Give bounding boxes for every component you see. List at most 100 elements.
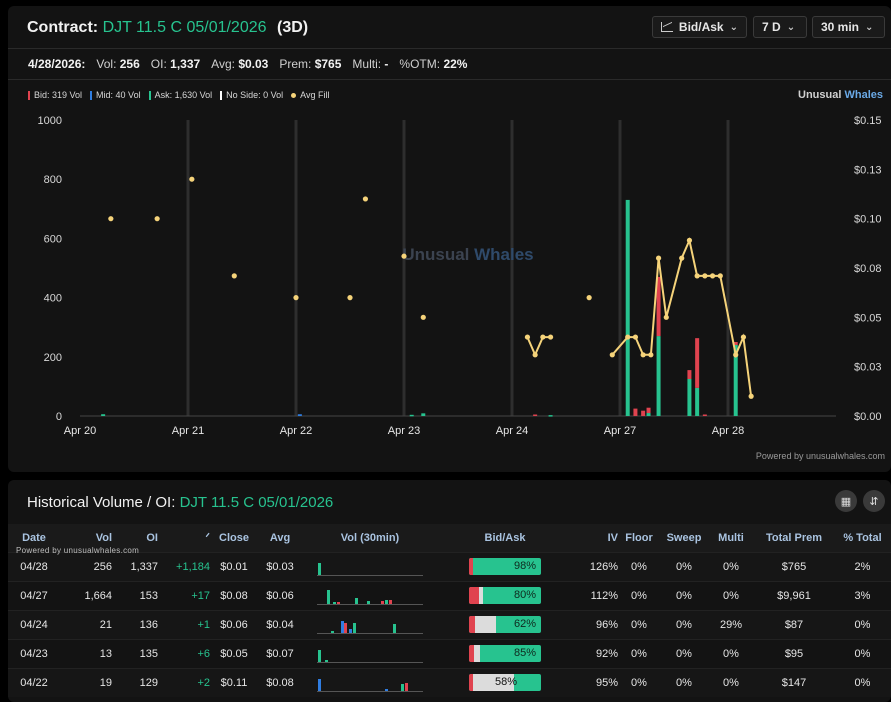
columns-icon[interactable]: ▦: [835, 490, 857, 512]
sparkline-bar: [331, 630, 334, 633]
column-header[interactable]: Close: [219, 531, 249, 544]
cell-iv: 96%: [572, 609, 618, 639]
column-header[interactable]: Sweep: [666, 531, 702, 544]
legend-noside[interactable]: No Side: 0 Vol: [220, 90, 283, 100]
avg-fill-point: [748, 393, 754, 399]
sparkline-bar: [327, 589, 330, 604]
historical-panel: Historical Volume / OI: DJT 11.5 C 05/01…: [8, 480, 891, 702]
x-tick-label: Apr 22: [280, 425, 312, 437]
watermark-text: Unusual Whales: [402, 245, 533, 264]
volume-bar-bid: [687, 370, 692, 379]
y-left-tick-label: 600: [44, 233, 62, 245]
bid-ask-ratio-bar: 98%: [469, 558, 541, 575]
sparkline-bar: [405, 682, 408, 691]
avg-fill-point: [547, 334, 554, 340]
cell-multi: 0%: [708, 580, 754, 610]
powered-by-text: Powered by unusualwhales.com: [755, 451, 885, 461]
volume-bar-ask: [548, 415, 553, 417]
table-row[interactable]: 04/28 256 1,337 +1,184 $0.01 $0.03 98% 126% 0% 0%…: [8, 551, 891, 581]
volume-bar-ask: [646, 413, 651, 416]
sparkline-bar: [381, 600, 384, 604]
avg-fill-point: [740, 334, 747, 340]
avg-fill-point: [362, 196, 369, 202]
volume-sparkline: [317, 587, 423, 605]
column-header[interactable]: Bid/Ask: [484, 531, 526, 544]
chart-mode-dropdown[interactable]: Bid/Ask ⌄: [652, 16, 747, 38]
table-row[interactable]: 04/23 13 135 +6 $0.05 $0.07 85% 92% 0% 0% 0% $95 0%: [8, 638, 891, 668]
bid-ask-ratio-bar: 85%: [469, 645, 541, 662]
avg-fill-point: [154, 216, 160, 222]
range-dropdown[interactable]: 7 D ⌄: [753, 16, 807, 38]
sparkline-bar: [367, 600, 370, 604]
volume-bar-ask: [625, 199, 630, 416]
cell-iv: 112%: [572, 580, 618, 610]
volume-bar-bid: [733, 342, 738, 345]
y-right-tick-label: $0.15: [854, 115, 882, 127]
legend-ask[interactable]: Ask: 1,630 Vol: [148, 90, 212, 100]
column-header[interactable]: Floor: [625, 531, 653, 544]
sparkline-bar: [344, 622, 347, 633]
sort-icon[interactable]: ⇵: [863, 490, 885, 512]
cell-oi: 1,337: [112, 551, 158, 581]
column-header[interactable]: Date: [22, 531, 46, 544]
y-left-tick-label: 800: [44, 174, 62, 186]
cell-oi: 136: [112, 609, 158, 639]
cell-total-prem: $147: [754, 667, 834, 697]
column-header[interactable]: IV: [607, 531, 618, 544]
cell-floor: 0%: [618, 609, 660, 639]
contract-chart-panel: Contract: DJT 11.5 C 05/01/2026 (3D) Bid…: [8, 6, 891, 472]
column-header[interactable]: Vol: [95, 531, 112, 544]
volume-bar-ask: [421, 413, 426, 416]
ask-percent-label: 62%: [513, 618, 536, 630]
y-right-tick-label: $0.08: [854, 263, 882, 275]
stats-date: 4/28/2026:: [28, 57, 86, 71]
stat-vol: Vol: 256: [96, 57, 140, 71]
historical-title: Historical Volume / OI: DJT 11.5 C 05/01…: [27, 494, 334, 511]
ask-percent-label: 80%: [513, 589, 536, 601]
cell-date: 04/27: [8, 580, 60, 610]
volume-bar-bid: [533, 414, 538, 417]
contract-title: Contract: DJT 11.5 C 05/01/2026 (3D): [27, 19, 308, 37]
column-header[interactable]: ᐟ: [205, 532, 210, 545]
volume-bar-ask: [733, 344, 738, 416]
sparkline-bar: [333, 601, 336, 604]
cell-close: $0.11: [210, 667, 258, 697]
cell-vol: 256: [60, 551, 112, 581]
volume-sparkline: [317, 645, 423, 663]
stat-avg: Avg: $0.03: [211, 57, 269, 71]
legend-bid[interactable]: Bid: 319 Vol: [28, 90, 82, 100]
cell-avg: $0.04: [258, 609, 302, 639]
legend-avg-fill[interactable]: Avg Fill: [291, 90, 330, 100]
cell-pct-total: 0%: [834, 609, 891, 639]
cell-sweep: 0%: [660, 551, 708, 581]
column-header[interactable]: Multi: [718, 531, 744, 544]
cell-avg: $0.03: [258, 551, 302, 581]
column-header[interactable]: Avg: [269, 531, 291, 544]
interval-dropdown[interactable]: 30 min ⌄: [812, 16, 885, 38]
avg-fill-point: [609, 352, 615, 358]
cell-vol: 19: [60, 667, 112, 697]
avg-fill-point: [420, 314, 426, 320]
cell-bid-ask: 62%: [438, 609, 572, 639]
cell-spark: [302, 580, 438, 610]
cell-close: $0.05: [210, 638, 258, 668]
cell-pct-total: 2%: [834, 551, 891, 581]
cell-date: 04/23: [8, 638, 60, 668]
cell-oi-change: +17: [158, 580, 210, 610]
x-tick-label: Apr 21: [172, 425, 204, 437]
column-header[interactable]: OI: [146, 531, 158, 544]
bid-ask-ratio-bar: 58%: [469, 674, 541, 692]
column-header[interactable]: Vol (30min): [340, 531, 400, 544]
table-row[interactable]: 04/24 21 136 +1 $0.06 $0.04 62% 96% 0% 0% 29% $87 0%: [8, 609, 891, 639]
column-header[interactable]: Total Prem: [765, 531, 823, 544]
cell-total-prem: $95: [754, 638, 834, 668]
legend-mid[interactable]: Mid: 40 Vol: [90, 90, 141, 100]
cell-sweep: 0%: [660, 609, 708, 639]
column-header[interactable]: % Total: [843, 531, 882, 544]
table-row[interactable]: 04/27 1,664 153 +17 $0.08 $0.06 80% 112% 0% 0% 0% $…: [8, 580, 891, 610]
cell-bid-ask: 85%: [438, 638, 572, 668]
avg-fill-line: [526, 336, 551, 358]
table-row[interactable]: 04/22 19 129 +2 $0.11 $0.08 58% 95% 0% 0% 0% $147 0%: [8, 667, 891, 697]
chart-legend: Bid: 319 Vol Mid: 40 Vol Ask: 1,630 Vol …: [28, 90, 330, 100]
x-tick-label: Apr 24: [496, 425, 528, 437]
